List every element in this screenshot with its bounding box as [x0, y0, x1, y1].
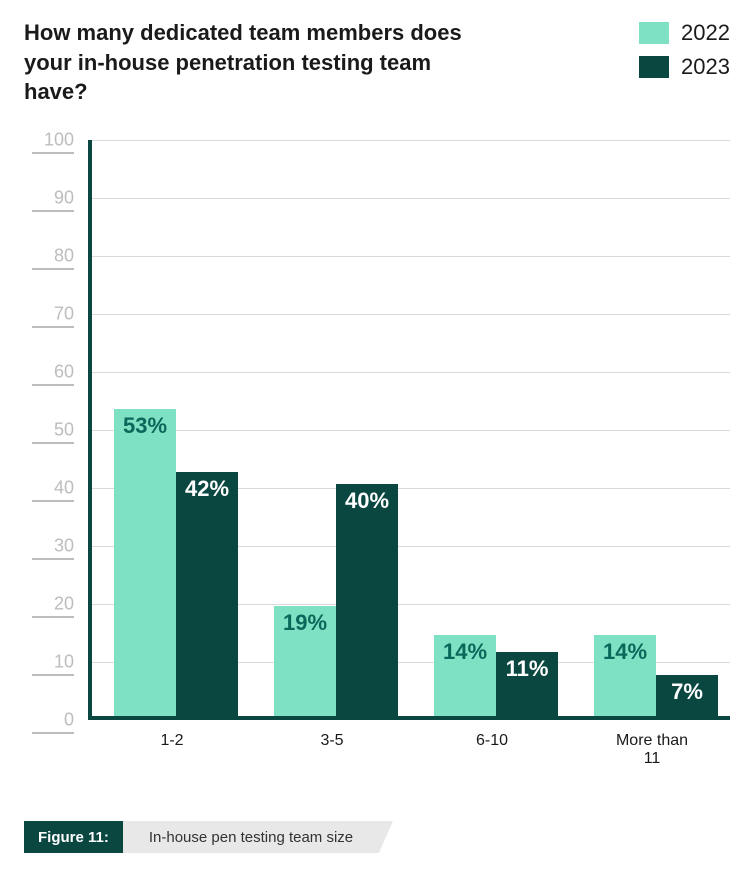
y-tick-underline — [32, 268, 74, 270]
legend-label-2023: 2023 — [681, 54, 730, 80]
y-tick-underline — [32, 442, 74, 444]
bar-2022-More-than-11: 14% — [594, 635, 656, 716]
y-tick-underline — [32, 674, 74, 676]
header: How many dedicated team members does you… — [0, 0, 754, 107]
y-tick-label: 10 — [24, 652, 74, 673]
y-tick-underline — [32, 384, 74, 386]
gridline — [92, 198, 730, 199]
y-tick-label: 20 — [24, 594, 74, 615]
plot-area: 53% 42% 19% 40% 14% 11% 14% 7% — [88, 140, 730, 720]
bar-group: 14% 7% — [594, 635, 718, 716]
x-tick-label: 3-5 — [320, 732, 343, 750]
bar-value-label: 19% — [283, 610, 327, 636]
legend-item-2023: 2023 — [639, 54, 730, 80]
figure-caption-text: In-house pen testing team size — [123, 821, 379, 853]
bar-2023-More-than-11: 7% — [656, 675, 718, 716]
y-tick-label: 70 — [24, 304, 74, 325]
y-tick-label: 40 — [24, 478, 74, 499]
legend-swatch-2023 — [639, 56, 669, 78]
bar-2022-6-10: 14% — [434, 635, 496, 716]
y-tick-underline — [32, 152, 74, 154]
bar-value-label: 7% — [671, 679, 703, 705]
y-tick-underline — [32, 732, 74, 734]
legend-swatch-2022 — [639, 22, 669, 44]
x-tick-label: More than 11 — [613, 732, 691, 768]
y-tick-underline — [32, 500, 74, 502]
y-tick-label: 60 — [24, 362, 74, 383]
bar-group: 53% 42% — [114, 409, 238, 716]
chart: 0102030405060708090100 53%42%19%40%14%11… — [24, 140, 730, 760]
bar-value-label: 42% — [185, 476, 229, 502]
y-tick-label: 50 — [24, 420, 74, 441]
bar-2023-6-10: 11% — [496, 652, 558, 716]
figure-caption: Figure 11: In-house pen testing team siz… — [24, 821, 379, 853]
bar-2023-1-2: 42% — [176, 472, 238, 716]
bar-2022-3-5: 19% — [274, 606, 336, 716]
gridline — [92, 372, 730, 373]
y-tick-underline — [32, 616, 74, 618]
y-tick-underline — [32, 558, 74, 560]
legend-label-2022: 2022 — [681, 20, 730, 46]
gridline — [92, 140, 730, 141]
y-tick-underline — [32, 326, 74, 328]
figure-badge: Figure 11: — [24, 821, 123, 853]
bar-value-label: 11% — [506, 656, 549, 682]
x-tick-label: 6-10 — [476, 732, 508, 750]
survey-question: How many dedicated team members does you… — [24, 18, 494, 107]
bar-2022-1-2: 53% — [114, 409, 176, 716]
bar-value-label: 40% — [345, 488, 389, 514]
gridline — [92, 314, 730, 315]
bar-value-label: 53% — [123, 413, 167, 439]
legend: 2022 2023 — [639, 20, 730, 80]
y-tick-label: 0 — [24, 710, 74, 731]
gridline — [92, 256, 730, 257]
x-tick-label: 1-2 — [160, 732, 183, 750]
bar-2023-3-5: 40% — [336, 484, 398, 716]
bar-value-label: 14% — [603, 639, 647, 665]
y-tick-label: 80 — [24, 246, 74, 267]
y-tick-label: 100 — [24, 130, 74, 151]
y-tick-label: 30 — [24, 536, 74, 557]
bar-value-label: 14% — [443, 639, 487, 665]
legend-item-2022: 2022 — [639, 20, 730, 46]
y-tick-label: 90 — [24, 188, 74, 209]
y-tick-underline — [32, 210, 74, 212]
bar-group: 14% 11% — [434, 635, 558, 716]
bar-group: 19% 40% — [274, 484, 398, 716]
